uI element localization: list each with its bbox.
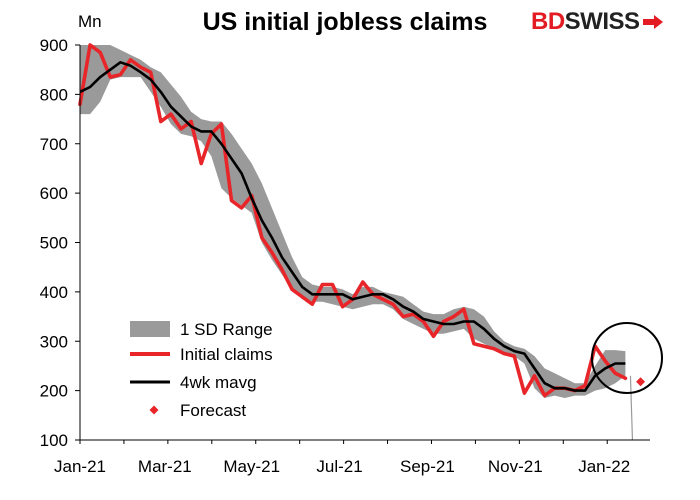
legend-label: Initial claims [180, 345, 273, 364]
x-tick-label: Jan-21 [54, 457, 106, 476]
y-tick-label: 200 [40, 382, 68, 401]
sd-range-band [80, 45, 626, 398]
y-tick-label: 600 [40, 184, 68, 203]
y-tick-label: 800 [40, 85, 68, 104]
logo-part-bd: BD [531, 8, 565, 35]
legend-swatch-range [130, 321, 170, 337]
y-axis-unit: Mn [78, 12, 102, 31]
y-tick-label: 700 [40, 135, 68, 154]
x-tick-label: Nov-21 [488, 457, 543, 476]
x-tick-label: Mar-21 [138, 457, 192, 476]
sd-range-drop [629, 375, 634, 441]
y-tick-label: 100 [40, 431, 68, 450]
y-tick-label: 500 [40, 234, 68, 253]
legend-label: 4wk mavg [180, 373, 257, 392]
legend-swatch-forecast [149, 405, 159, 415]
mavg-line [79, 60, 626, 392]
x-tick-label: Sep-21 [400, 457, 455, 476]
legend-label: 1 SD Range [180, 320, 273, 339]
forecast-point [636, 377, 646, 387]
annotation-circle [591, 322, 663, 394]
legend: 1 SD Range Initial claims 4wk mavg Forecast [130, 320, 273, 420]
chart-title: US initial jobless claims [202, 8, 488, 36]
brand-logo: BDSWISS [531, 8, 663, 36]
legend-label: Forecast [180, 401, 246, 420]
y-tick-label: 300 [40, 332, 68, 351]
x-tick-label: May-21 [223, 457, 280, 476]
plot-area [78, 43, 663, 441]
x-tick-label: Jan-22 [578, 457, 630, 476]
x-tick-label: Jul-21 [316, 457, 362, 476]
logo-part-swiss: SWISS [564, 8, 640, 35]
logo-arrow-icon [642, 8, 663, 36]
axes: 100 200 300 400 500 600 700 800 900 Jan-21 Mar-21 M… [40, 36, 650, 476]
y-tick-label: 400 [40, 283, 68, 302]
y-tick-label: 900 [40, 36, 68, 55]
